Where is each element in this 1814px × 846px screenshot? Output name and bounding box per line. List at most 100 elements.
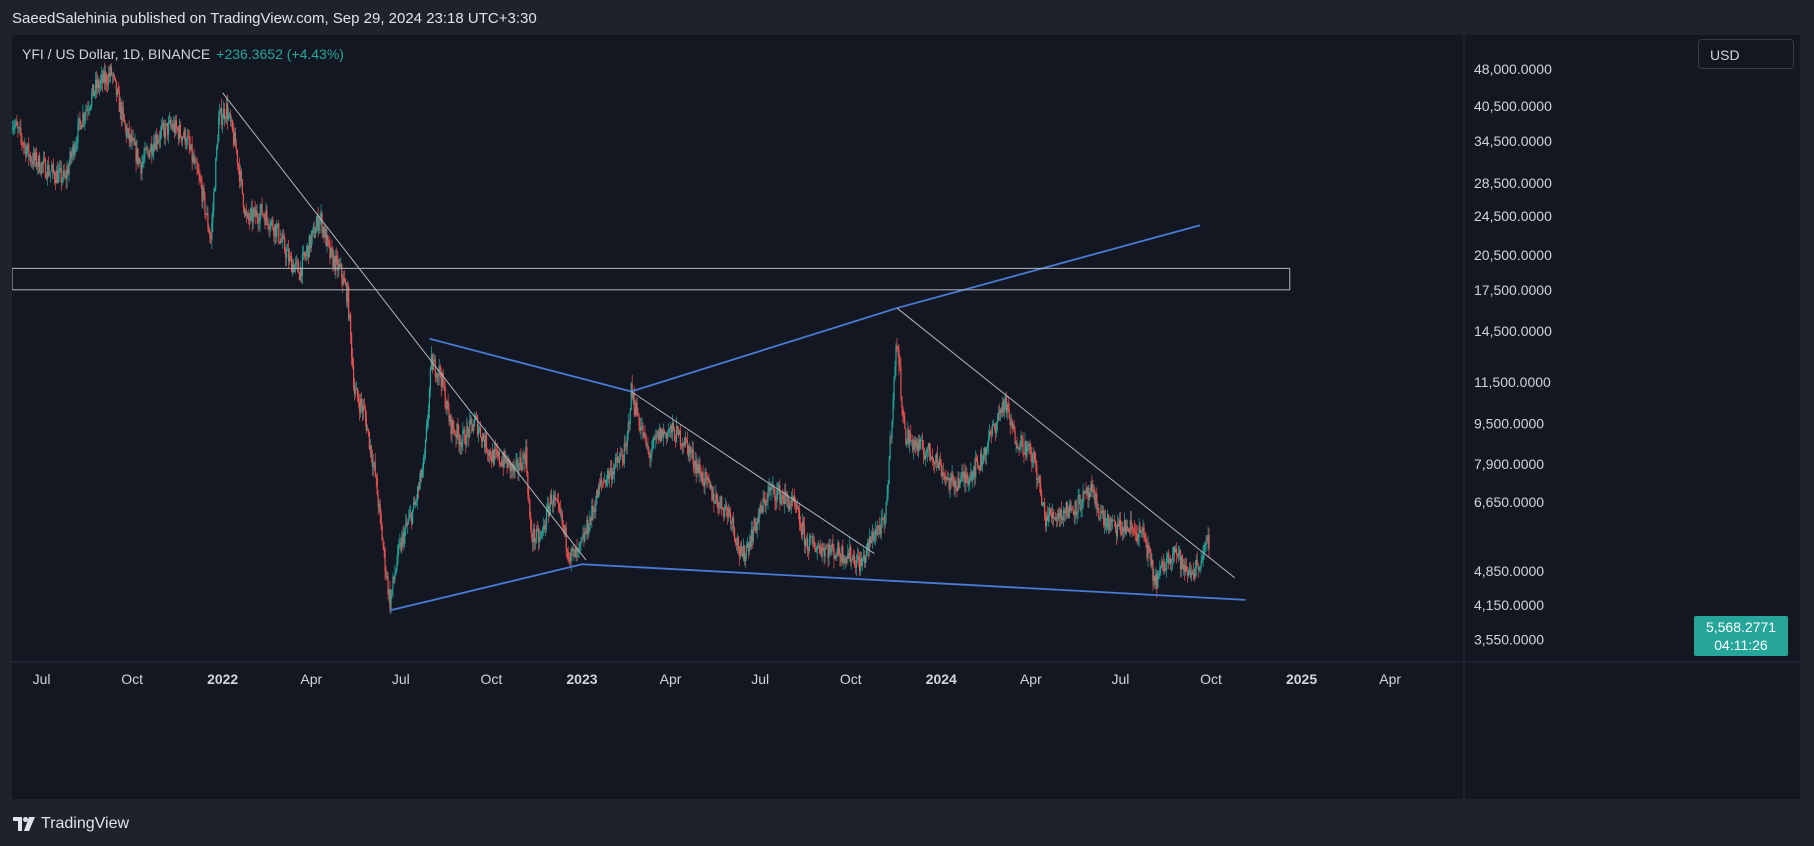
candle-body [1063, 510, 1065, 514]
candle-body [735, 542, 738, 546]
candle-body [826, 547, 828, 549]
candle-body [579, 541, 581, 546]
candle-body [508, 458, 510, 461]
candle-body [1073, 511, 1075, 516]
candle-body [983, 447, 986, 455]
candle-body [959, 482, 961, 488]
candle-body [539, 536, 541, 543]
candle-body [470, 418, 472, 420]
candle-body [789, 504, 791, 511]
candle-body [1056, 517, 1059, 520]
candle-body [288, 248, 290, 262]
candle-body [885, 501, 887, 515]
candle-body [124, 122, 126, 126]
candle-body [1002, 402, 1004, 413]
candle-body [134, 142, 136, 145]
candle-body [156, 135, 158, 144]
candle-body [325, 228, 327, 246]
candle-body [864, 555, 867, 563]
candle-body [830, 548, 832, 553]
candle-body [871, 532, 873, 540]
candle-body [1058, 513, 1061, 518]
candle-body [282, 235, 284, 242]
candle-body [585, 531, 587, 534]
tradingview-logo[interactable]: TradingView [13, 815, 129, 833]
candle-body [654, 437, 656, 440]
candle-body [621, 455, 623, 460]
candle-body [206, 213, 208, 215]
candle-body [1102, 509, 1104, 514]
candle-body [1082, 492, 1084, 507]
candle-body [1191, 571, 1193, 574]
candle-body [788, 501, 790, 511]
candle-body [270, 221, 272, 228]
candle-body [1182, 564, 1185, 570]
candle-body [92, 84, 94, 94]
candle-body [1064, 512, 1066, 514]
candle-body [218, 117, 220, 142]
candle-body [338, 264, 340, 271]
candle-body [273, 228, 275, 236]
candle-body [334, 256, 336, 271]
candle-body [459, 442, 461, 445]
candle-body [716, 494, 718, 501]
chart-area[interactable]: 48,000.0000 40,500.0000 34,500.0000 28,500.… [12, 35, 1800, 799]
candle-body [878, 525, 880, 529]
candle-body [701, 472, 703, 482]
candle-body [1103, 509, 1105, 526]
candle-body [113, 74, 115, 78]
candle-body [758, 513, 760, 522]
candle-body [1027, 444, 1029, 447]
candle-body [945, 476, 947, 480]
chart-svg[interactable]: 48,000.0000 40,500.0000 34,500.0000 28,500.… [12, 35, 1800, 799]
candle-body [40, 162, 43, 173]
candle-body [165, 123, 168, 125]
candle-body [184, 129, 186, 145]
candle-body [860, 558, 863, 566]
candle-body [486, 451, 489, 454]
candle-body [714, 502, 716, 504]
candle-body [1132, 529, 1134, 530]
candle-body [516, 459, 518, 462]
candle-body [412, 509, 414, 524]
currency-selector[interactable]: USD [1698, 39, 1794, 69]
candle-body [982, 462, 984, 465]
candle-body [1012, 424, 1014, 430]
candle-body [495, 449, 497, 452]
candle-body [1162, 561, 1164, 563]
candle-body [483, 440, 486, 448]
candle-body [626, 433, 628, 448]
candle-body [1046, 515, 1048, 527]
candle-body [1094, 489, 1096, 504]
candle-body [463, 429, 465, 431]
candle-body [522, 454, 524, 471]
candle-body [582, 534, 584, 538]
candle-body [1070, 508, 1072, 511]
candle-body [214, 188, 216, 192]
candle-body [721, 496, 723, 509]
candle-body [639, 426, 641, 431]
candle-body [509, 460, 511, 472]
candle-body [634, 408, 636, 416]
candle-body [1020, 435, 1022, 449]
candle-body [1078, 495, 1080, 497]
candle-body [1178, 550, 1181, 554]
candle-body [320, 213, 322, 216]
candle-body [408, 518, 410, 523]
candle-body [1205, 540, 1207, 545]
candle-body [266, 210, 268, 219]
candle-body [1001, 402, 1003, 413]
candle-body [208, 227, 210, 233]
candle-body [768, 486, 770, 490]
candle-body [822, 547, 824, 549]
candle-body [468, 429, 470, 437]
candle-body [697, 464, 699, 473]
candle-body [908, 430, 910, 446]
candle-body [375, 475, 377, 478]
candle-body [344, 278, 346, 283]
candle-body [192, 156, 194, 162]
candle-body [559, 508, 561, 514]
candle-body [1040, 483, 1042, 495]
candle-body [439, 365, 441, 375]
candle-body [953, 477, 955, 488]
